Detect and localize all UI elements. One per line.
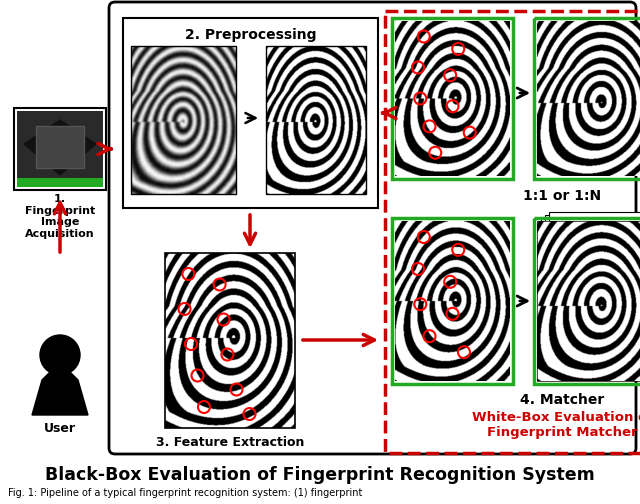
Bar (14, 108, 106, 190)
Text: Fig. 1: Pipeline of a typical fingerprint recognition system: (1) fingerprint: Fig. 1: Pipeline of a typical fingerprin… (8, 488, 362, 498)
Text: White-Box Evaluation of
Fingerprint Matcher: White-Box Evaluation of Fingerprint Matc… (472, 411, 640, 439)
Bar (395, 21, 510, 176)
Bar (392, 18, 513, 179)
Bar (534, 18, 640, 179)
Bar (123, 18, 378, 208)
Polygon shape (24, 120, 96, 175)
FancyBboxPatch shape (109, 2, 636, 454)
Bar (545, 215, 640, 375)
Bar (385, 11, 640, 453)
Bar (266, 46, 366, 194)
Bar (549, 212, 640, 372)
Polygon shape (32, 372, 88, 415)
Text: 1.
Fingerprint
Image
Acquisition: 1. Fingerprint Image Acquisition (25, 194, 95, 239)
Circle shape (40, 335, 80, 375)
Bar (537, 21, 640, 176)
Bar (17, 111, 103, 187)
Bar (165, 253, 295, 428)
Bar (36, 126, 84, 168)
Bar (392, 218, 513, 384)
Text: 3. Feature Extraction: 3. Feature Extraction (156, 436, 304, 449)
Text: 4. Matcher: 4. Matcher (520, 393, 605, 407)
Bar (537, 221, 640, 381)
Bar (534, 218, 640, 384)
Text: 2. Preprocessing: 2. Preprocessing (185, 28, 316, 42)
Bar (395, 221, 510, 381)
Bar (541, 218, 640, 378)
Bar (131, 46, 236, 194)
Bar (17, 178, 103, 187)
Text: 1:1 or 1:N: 1:1 or 1:N (524, 189, 602, 203)
Text: User: User (44, 422, 76, 435)
Text: Black-Box Evaluation of Fingerprint Recognition System: Black-Box Evaluation of Fingerprint Reco… (45, 466, 595, 484)
